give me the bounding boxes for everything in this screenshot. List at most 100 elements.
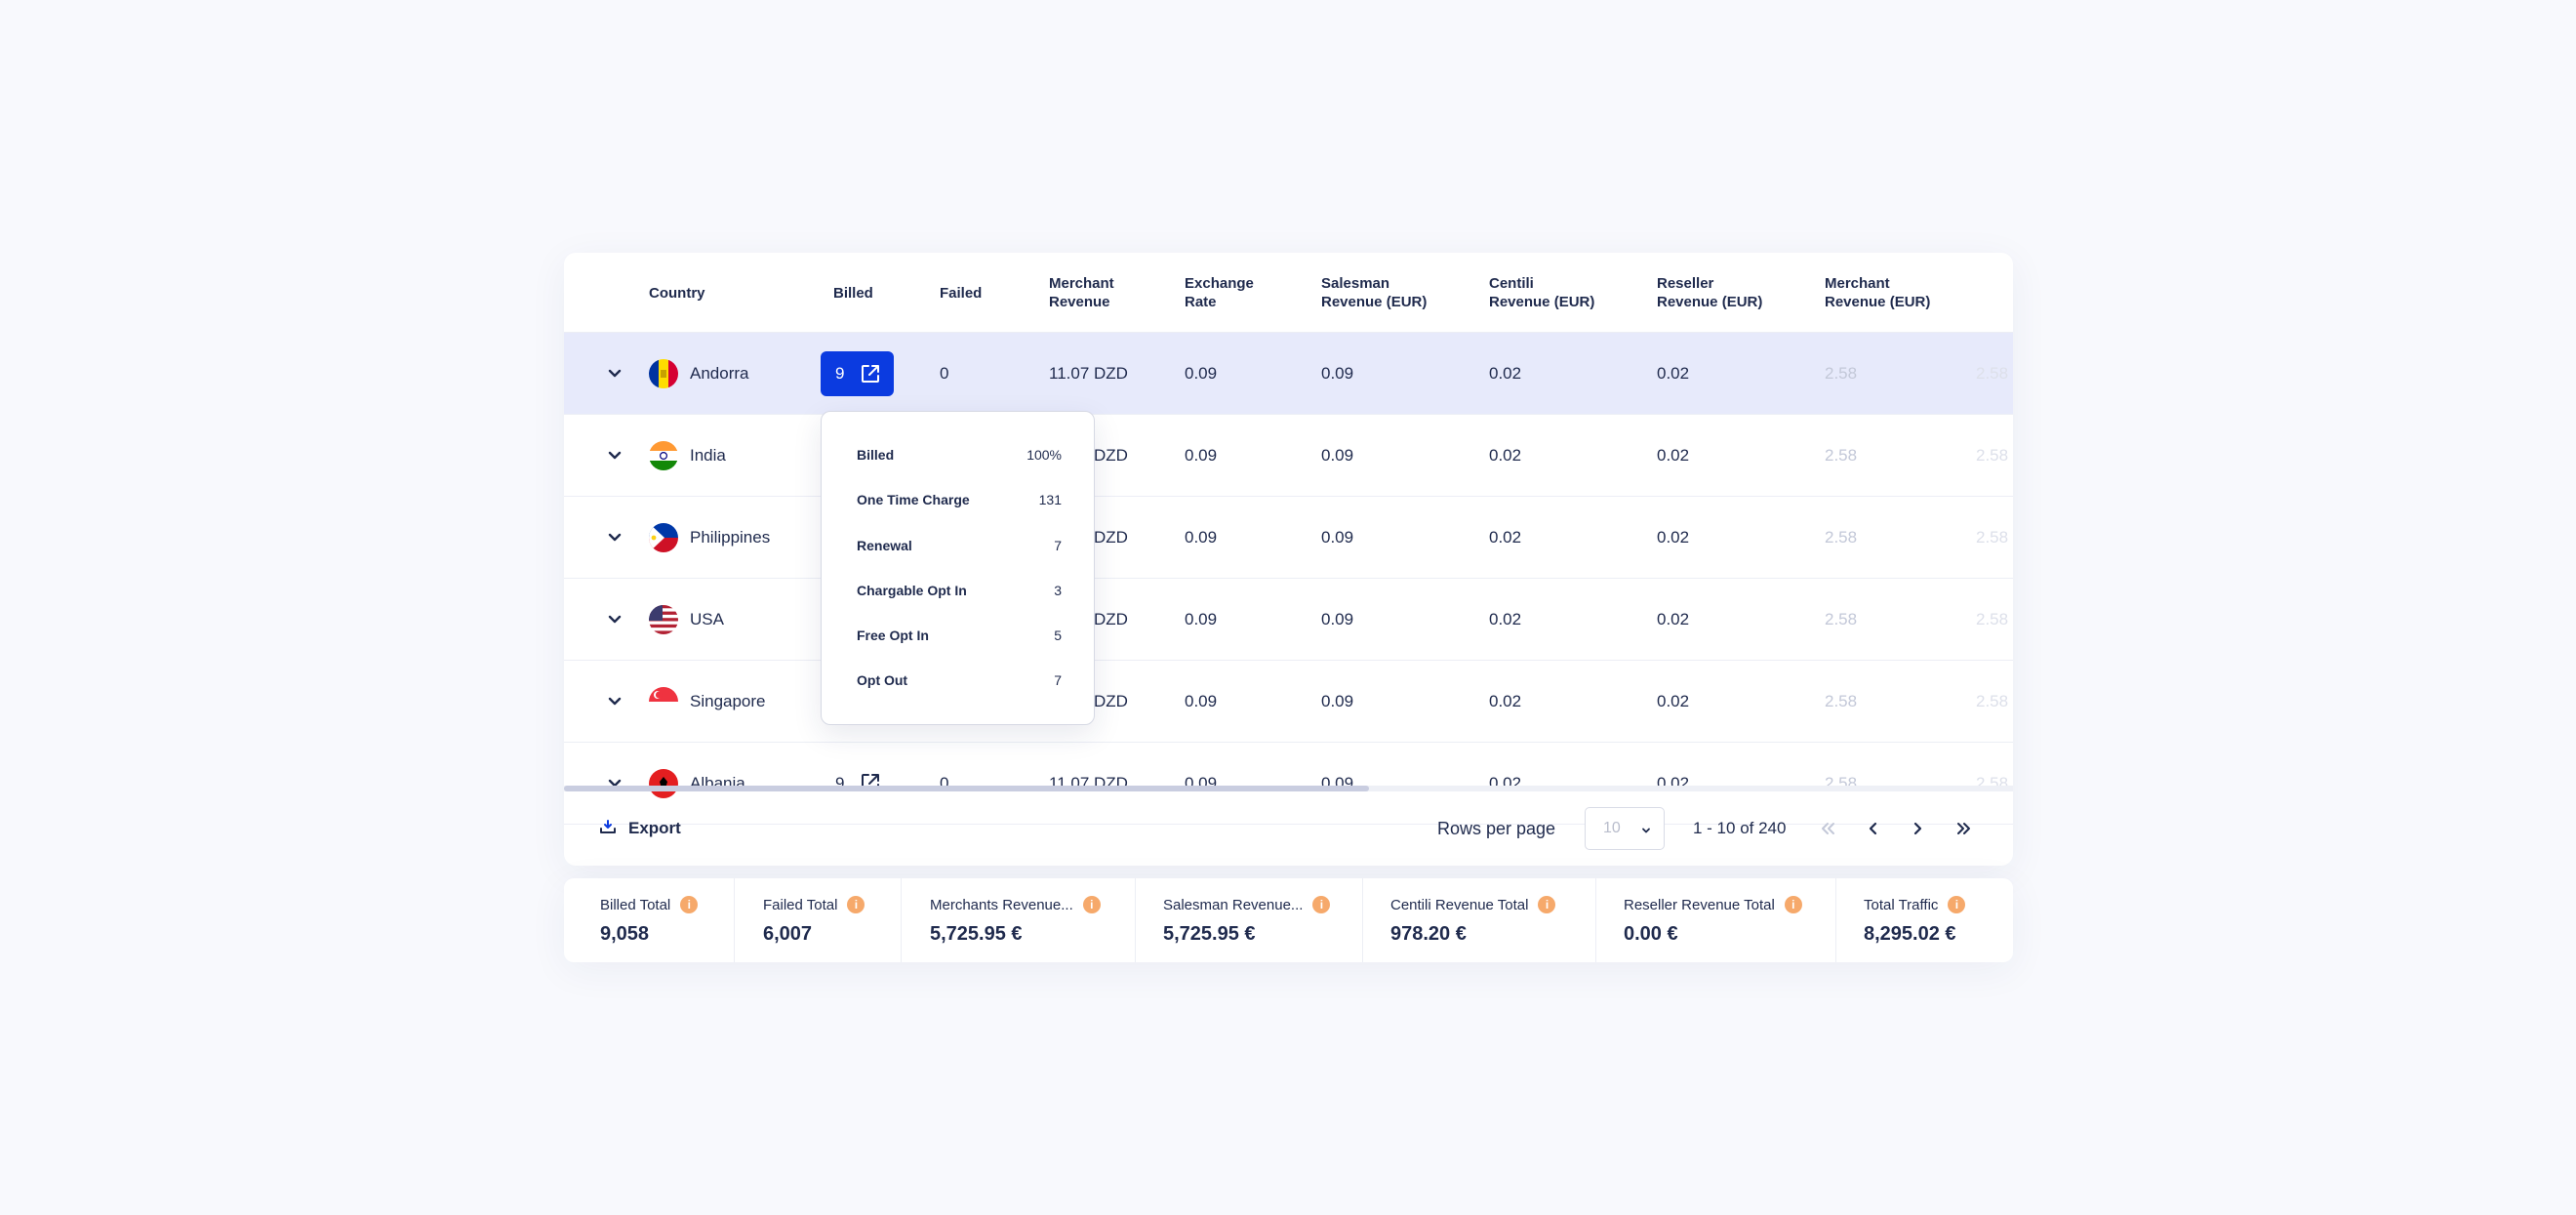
table-header: Country Billed Failed Merchant Revenue E… xyxy=(564,253,2013,333)
albania-flag-icon xyxy=(649,769,678,798)
total-label: Salesman Revenue... xyxy=(1163,896,1304,913)
india-flag-icon xyxy=(649,441,678,470)
total-value: 978.20 € xyxy=(1390,923,1467,945)
info-icon[interactable]: i xyxy=(1784,896,1802,913)
first-page-icon[interactable] xyxy=(1815,815,1842,842)
popover-item-value: 3 xyxy=(1054,583,1062,598)
popover-item-label: Opt Out xyxy=(857,672,908,688)
centili-revenue-value: 0.02 xyxy=(1489,363,1522,383)
total-label: Billed Total xyxy=(600,896,671,913)
chevron-down-icon[interactable] xyxy=(605,610,624,629)
column-header-merchant-revenue-eur[interactable]: Merchant Revenue (EUR) xyxy=(1825,275,1931,310)
reseller-revenue-value: 0.02 xyxy=(1657,609,1690,628)
popover-item: Billed 100% xyxy=(857,443,1062,466)
chevron-down-icon xyxy=(1640,824,1652,835)
total-value: 8,295.02 € xyxy=(1864,923,1956,945)
column-header-salesman-revenue[interactable]: Salesman Revenue (EUR) xyxy=(1321,275,1428,310)
total-label: Centili Revenue Total xyxy=(1390,896,1529,913)
reseller-revenue-value: 0.02 xyxy=(1657,691,1690,710)
info-icon[interactable]: i xyxy=(1948,896,1966,913)
column-header-exchange-rate[interactable]: Exchange Rate xyxy=(1185,275,1254,310)
table-row[interactable]: India 9 0 11.07 DZD 0.09 0.09 0.02 0.02 … xyxy=(564,415,2013,497)
rows-per-page-value: 10 xyxy=(1603,820,1621,836)
centili-revenue-value: 0.02 xyxy=(1489,609,1522,628)
centili-revenue-value: 0.02 xyxy=(1489,445,1522,465)
table-footer: Export Rows per page 10 1 - 10 of 240 xyxy=(564,791,2013,866)
andorra-flag-icon xyxy=(649,359,678,388)
info-icon[interactable]: i xyxy=(1082,896,1101,913)
totals-bar: Billed Total i 9,058 Failed Total i 6,007 … xyxy=(564,878,2013,962)
total-value: 0.00 € xyxy=(1624,923,1678,945)
column-header-failed[interactable]: Failed xyxy=(940,284,983,302)
info-icon[interactable]: i xyxy=(847,896,865,913)
total-value: 5,725.95 € xyxy=(1163,923,1256,945)
table-row[interactable]: Philippines 9 0 11.07 DZD 0.09 0.09 0.02… xyxy=(564,497,2013,579)
table-row[interactable]: Andorra 9 0 11.07 DZD 0.09 0.09 0.02 0.0… xyxy=(564,333,2013,415)
usa-flag-icon xyxy=(649,605,678,634)
divider xyxy=(1835,878,1836,962)
external-link-icon xyxy=(860,363,881,385)
popover-item: Opt Out 7 xyxy=(857,668,1062,692)
divider xyxy=(1595,878,1596,962)
centili-revenue-value: 0.02 xyxy=(1489,527,1522,547)
table-row[interactable]: USA 9 0 11.07 DZD 0.09 0.09 0.02 0.02 2.… xyxy=(564,579,2013,661)
popover-item: Free Opt In 5 xyxy=(857,624,1062,647)
total-label: Merchants Revenue... xyxy=(930,896,1073,913)
country-name: Singapore xyxy=(690,691,766,710)
billed-breakdown-popover: Billed 100% One Time Charge 131 Renewal … xyxy=(821,411,1095,725)
chevron-down-icon[interactable] xyxy=(605,528,624,547)
popover-item-value: 100% xyxy=(1026,447,1062,463)
column-header-centili-revenue[interactable]: Centili Revenue (EUR) xyxy=(1489,275,1595,310)
billed-breakdown-button[interactable]: 9 xyxy=(821,351,894,396)
popover-item-label: One Time Charge xyxy=(857,492,970,507)
column-header-billed[interactable]: Billed xyxy=(833,284,873,302)
divider xyxy=(1362,878,1363,962)
popover-item-value: 5 xyxy=(1054,628,1062,643)
chevron-down-icon[interactable] xyxy=(605,692,624,711)
column-header-country[interactable]: Country xyxy=(649,284,705,302)
column-header-reseller-revenue[interactable]: Reseller Revenue (EUR) xyxy=(1657,275,1763,310)
merchant-revenue-eur-value: 2.58 xyxy=(1825,363,1858,383)
popover-item-value: 7 xyxy=(1054,538,1062,553)
failed-value: 0 xyxy=(940,363,949,383)
last-page-icon[interactable] xyxy=(1950,815,1977,842)
divider xyxy=(734,878,735,962)
chevron-down-icon[interactable] xyxy=(605,364,624,384)
billed-value: 9 xyxy=(835,364,845,383)
failed-value: 0 xyxy=(940,773,949,792)
overflow-column-value: 2.58 xyxy=(1976,527,2009,547)
salesman-revenue-value: 0.09 xyxy=(1321,527,1354,547)
export-icon xyxy=(599,818,617,840)
rows-per-page-select[interactable]: 10 xyxy=(1585,807,1665,850)
total-label: Failed Total xyxy=(763,896,838,913)
exchange-rate-value: 0.09 xyxy=(1185,363,1218,383)
next-page-icon[interactable] xyxy=(1904,815,1931,842)
exchange-rate-value: 0.09 xyxy=(1185,527,1218,547)
philippines-flag-icon xyxy=(649,523,678,552)
export-label: Export xyxy=(628,819,681,837)
popover-item-label: Renewal xyxy=(857,538,912,553)
chevron-down-icon[interactable] xyxy=(605,446,624,466)
merchant-revenue-eur-value: 2.58 xyxy=(1825,445,1858,465)
merchant-revenue-value: 11.07 DZD xyxy=(1049,363,1128,383)
popover-item-label: Free Opt In xyxy=(857,628,929,643)
reseller-revenue-value: 0.02 xyxy=(1657,445,1690,465)
table-row[interactable]: Singapore 9 0 11.07 DZD 0.09 0.09 0.02 0… xyxy=(564,661,2013,743)
total-label: Reseller Revenue Total xyxy=(1624,896,1775,913)
info-icon[interactable]: i xyxy=(680,896,699,913)
country-name: Andorra xyxy=(690,363,749,383)
divider xyxy=(1135,878,1136,962)
column-header-merchant-revenue[interactable]: Merchant Revenue xyxy=(1049,275,1114,310)
info-icon[interactable]: i xyxy=(1538,896,1556,913)
overflow-column-value: 2.58 xyxy=(1976,363,2009,383)
overflow-column-value: 2.58 xyxy=(1976,445,2009,465)
total-value: 6,007 xyxy=(763,923,813,945)
export-button[interactable]: Export xyxy=(599,813,681,844)
horizontal-scrollbar-thumb[interactable] xyxy=(564,786,1369,791)
salesman-revenue-value: 0.09 xyxy=(1321,363,1354,383)
country-name: USA xyxy=(690,609,724,628)
total-label: Total Traffic xyxy=(1864,896,1939,913)
info-icon[interactable]: i xyxy=(1312,896,1331,913)
total-value: 5,725.95 € xyxy=(930,923,1023,945)
previous-page-icon[interactable] xyxy=(1860,815,1887,842)
